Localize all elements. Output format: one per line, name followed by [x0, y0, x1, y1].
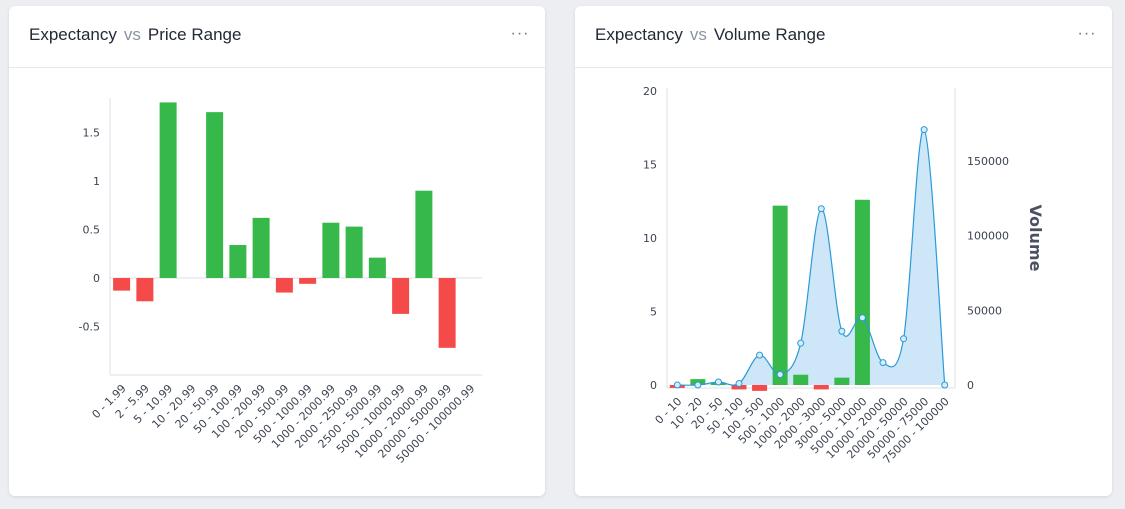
y-tick-label: 15: [643, 159, 657, 172]
title-dimension: Price Range: [147, 25, 242, 44]
volume-point: [900, 335, 908, 343]
volume-point: [673, 381, 681, 389]
bar: [415, 190, 433, 278]
volume-point: [838, 327, 846, 335]
volume-line: [677, 129, 946, 386]
card-title: Expectancy vs Price Range: [29, 25, 241, 45]
volume-point: [735, 380, 743, 388]
bar: [438, 278, 456, 348]
more-options-button[interactable]: ···: [510, 25, 530, 42]
volume-point: [714, 378, 722, 386]
volume-point: [879, 359, 887, 367]
volume-point: [756, 351, 764, 359]
y-tick-label: 10: [643, 232, 657, 245]
y2-tick-label: 50000: [967, 304, 1002, 317]
y2-axis-title: Volume: [1026, 205, 1045, 272]
bar: [206, 112, 224, 278]
title-vs: vs: [123, 25, 141, 44]
bar: [275, 278, 293, 293]
y-tick-label: 1.5: [83, 127, 101, 140]
volume-area: [677, 129, 945, 386]
volume-point: [694, 381, 702, 389]
card-header: Expectancy vs Price Range ···: [9, 6, 545, 68]
bar: [392, 278, 410, 314]
title-vs: vs: [689, 25, 707, 44]
y2-tick-label: 150000: [967, 155, 1009, 168]
title-dimension: Volume Range: [713, 25, 826, 44]
price-range-card: Expectancy vs Price Range ··· -0.5 0 0.5 1 1.5…: [9, 6, 545, 496]
y-tick-label: 0: [650, 379, 657, 392]
y2-tick-label: 0: [967, 379, 974, 392]
volume-point: [797, 339, 805, 347]
bar: [252, 217, 270, 278]
bar: [834, 377, 850, 385]
bar: [136, 278, 154, 302]
volume-point: [920, 126, 928, 134]
bar: [813, 385, 829, 390]
bar: [322, 222, 340, 278]
card-header: Expectancy vs Volume Range ···: [575, 6, 1112, 68]
bar: [793, 374, 809, 385]
y-tick-label: 0.5: [83, 224, 101, 237]
bar: [345, 226, 363, 278]
y2-tick-label: 100000: [967, 230, 1009, 243]
volume-point: [776, 371, 784, 379]
bar: [299, 278, 317, 284]
volume-point: [941, 381, 949, 389]
y-tick-label: 20: [643, 85, 657, 98]
volume-point: [817, 205, 825, 213]
bar: [368, 257, 386, 278]
y-tick-label: 5: [650, 306, 657, 319]
bar: [113, 278, 131, 291]
bar: [229, 245, 247, 278]
bar: [854, 199, 870, 385]
title-metric: Expectancy: [29, 25, 117, 44]
bar: [731, 385, 747, 390]
volume-range-card: Expectancy vs Volume Range ··· 0 5 10 15 20 0 50…: [575, 6, 1112, 496]
price-range-chart: -0.500.511.50 - 1.992 - 5.995 - 10.9910 …: [79, 98, 482, 466]
more-options-button[interactable]: ···: [1077, 25, 1097, 42]
y-tick-label: 0: [93, 272, 100, 285]
y-tick-label: 1: [93, 175, 100, 188]
y-tick-label: -0.5: [79, 321, 100, 334]
title-metric: Expectancy: [595, 25, 683, 44]
bar: [159, 102, 177, 279]
bar: [752, 385, 768, 391]
volume-point: [858, 314, 866, 322]
bar: [772, 205, 788, 385]
card-title: Expectancy vs Volume Range: [595, 25, 825, 45]
